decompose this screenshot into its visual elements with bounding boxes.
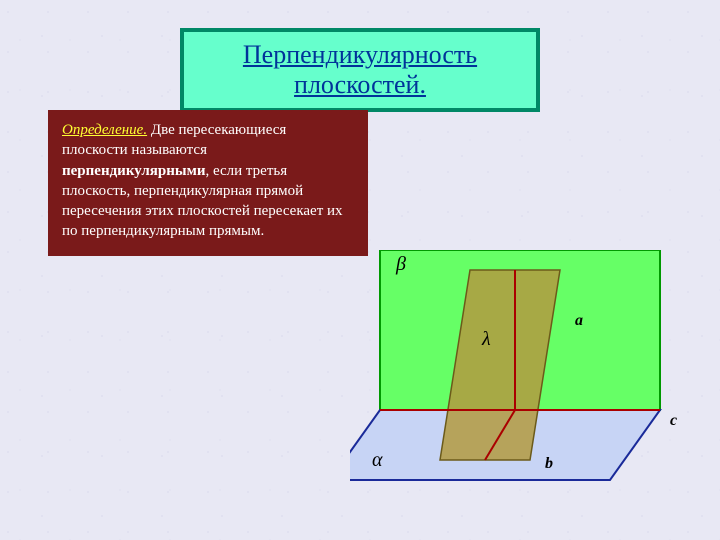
- diagram-svg: β λ α a b c: [350, 250, 690, 510]
- label-b: b: [545, 455, 553, 472]
- label-lambda: λ: [481, 328, 491, 350]
- definition-label: Определение.: [62, 122, 147, 138]
- planes-diagram: β λ α a b c: [350, 250, 690, 510]
- definition-bold: перпендикулярными: [62, 163, 205, 179]
- page-title: Перпендикулярность плоскостей.: [243, 40, 477, 99]
- definition-box: Определение. Две пересекающиеся плоскост…: [48, 110, 368, 256]
- label-a: a: [575, 312, 583, 329]
- label-c: c: [670, 412, 677, 429]
- label-alpha: α: [372, 449, 383, 471]
- title-box: Перпендикулярность плоскостей.: [180, 28, 540, 112]
- label-beta: β: [395, 253, 406, 275]
